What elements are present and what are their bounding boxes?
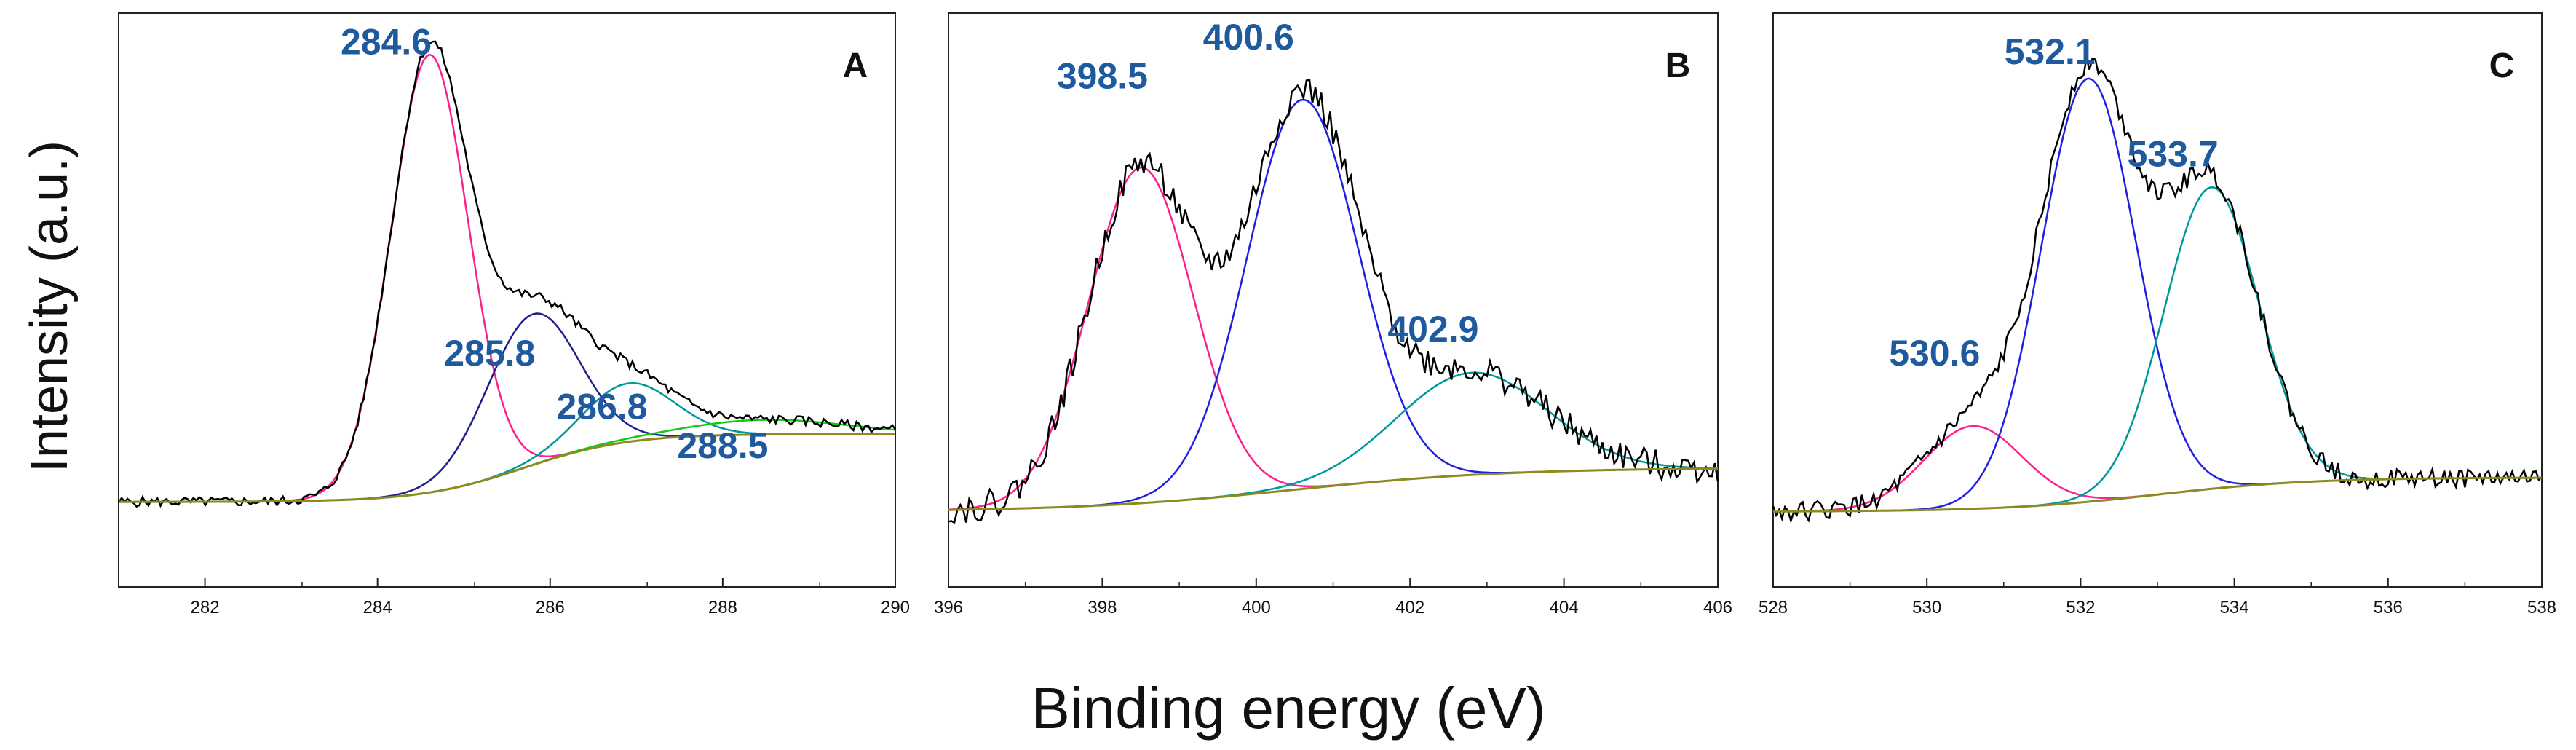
x-tick-label: 286 — [536, 598, 565, 617]
chart-panel-c: 528 530 532 534 536 538 530.6 532.1 533.7 C — [1759, 12, 2556, 617]
x-axis-title: Binding energy (eV) — [1031, 676, 1545, 741]
x-tick-label: 400 — [1242, 598, 1271, 617]
x-tick-label: 290 — [881, 598, 910, 617]
x-tick-label: 406 — [1703, 598, 1732, 617]
x-tick-label: 530 — [1912, 598, 1941, 617]
chart-panel-b: 396 398 400 402 404 406 398.5 400.6 402.9 B — [934, 12, 1732, 617]
panel-letter-a: A — [843, 47, 868, 85]
peak-label-284-6: 284.6 — [341, 22, 432, 63]
y-axis-title: Intensity (a.u.) — [20, 141, 79, 473]
x-tick-label: 402 — [1395, 598, 1424, 617]
x-tick-label: 532 — [2066, 598, 2095, 617]
measured-spectrum-b — [948, 79, 1719, 524]
x-tick-label: 404 — [1550, 598, 1579, 617]
x-tick-label: 534 — [2220, 598, 2249, 617]
peak-label-288-5: 288.5 — [677, 425, 768, 466]
peak-curve-286-8 — [119, 382, 895, 503]
background-line-b — [948, 467, 1718, 511]
peak-label-398-5: 398.5 — [1057, 55, 1148, 96]
measured-spectrum-c — [1772, 57, 2543, 524]
background-line-a — [119, 433, 895, 503]
panel-letter-b: B — [1665, 47, 1691, 85]
plot-frame-b — [948, 12, 1719, 588]
peak-curve-288-5 — [119, 419, 896, 503]
background-line-c — [1773, 476, 2542, 513]
x-tick-label: 536 — [2374, 598, 2403, 617]
plot-frame-c — [1772, 12, 2543, 588]
measured-spectrum-a — [117, 40, 897, 508]
x-tick-label: 398 — [1087, 598, 1117, 617]
plot-frame-a — [118, 12, 896, 588]
chart-panel-a: 282 284 286 288 290 284.6 285.8 286.8 288.5 A — [117, 12, 910, 617]
panel-letter-c: C — [2489, 47, 2515, 85]
peak-label-532-1: 532.1 — [2005, 31, 2096, 72]
x-tick-label: 288 — [708, 598, 737, 617]
peak-label-286-8: 286.8 — [556, 387, 647, 427]
peak-curve-398-5 — [948, 166, 1718, 510]
peak-curve-530-6 — [1773, 425, 2542, 513]
peak-label-400-6: 400.6 — [1203, 17, 1294, 58]
peak-label-285-8: 285.8 — [444, 333, 535, 374]
peak-label-402-9: 402.9 — [1387, 309, 1478, 350]
x-tick-label: 284 — [363, 598, 392, 617]
x-tick-label: 538 — [2527, 598, 2556, 617]
peak-label-533-7: 533.7 — [2128, 133, 2219, 174]
peak-label-530-6: 530.6 — [1889, 333, 1980, 374]
x-tick-label: 282 — [191, 598, 220, 617]
x-tick-label: 528 — [1759, 598, 1788, 617]
x-tick-label: 396 — [934, 598, 963, 617]
